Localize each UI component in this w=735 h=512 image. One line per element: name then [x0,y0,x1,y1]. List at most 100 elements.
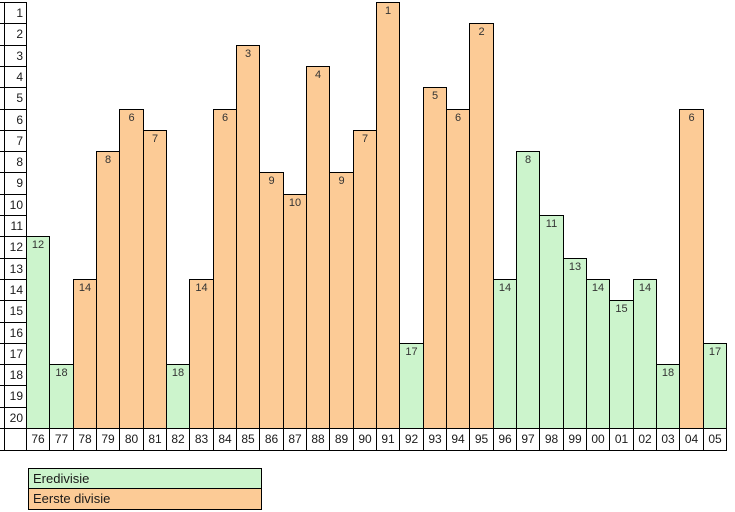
axis-tick [0,172,5,173]
bar-91: 1 [376,2,400,429]
y-axis-cell: 8 [4,151,27,173]
legend: Eredivisie Eerste divisie [28,468,262,510]
x-axis-label-cell: 05 [703,428,727,451]
y-axis-cell: 17 [4,343,27,365]
x-axis-label-cell: 93 [423,428,447,451]
x-axis-label-cell: 03 [656,428,680,451]
bar-90: 7 [353,130,377,429]
y-axis-cell: 16 [4,322,27,344]
axis-tick [0,300,5,301]
axis-tick [0,407,5,408]
x-axis-label-cell: 98 [539,428,564,451]
axis-tick [0,385,5,386]
x-axis-label-cell: 86 [259,428,284,451]
y-axis-cell: 4 [4,66,27,88]
bar-79: 8 [96,151,120,429]
axis-tick [0,194,5,195]
x-axis-label-cell: 84 [213,428,237,451]
bar-label: 18 [171,367,185,379]
x-axis-label-cell: 01 [609,428,634,451]
x-axis-label-cell: 92 [399,428,424,451]
bar-label: 6 [221,112,229,124]
bar-label: 18 [55,367,68,379]
y-axis-cell: 15 [4,300,27,323]
bar-96: 14 [493,279,517,429]
x-axis-label-cell: 94 [446,428,470,451]
axis-tick [0,450,5,451]
bar-label: 6 [688,112,695,124]
bar-99: 13 [563,258,587,429]
axis-tick [0,109,5,110]
bar-77: 18 [49,364,74,429]
axis-tick [0,2,5,3]
bar-label: 17 [708,346,722,358]
axis-tick [0,151,5,152]
bar-label: 14 [78,282,92,294]
bar-label: 13 [568,261,582,273]
y-axis-cell: 5 [4,87,27,110]
bar-88: 4 [306,66,330,429]
axis-tick [0,66,5,67]
bar-84: 6 [213,109,237,429]
x-axis-label-cell: 76 [26,428,50,451]
bar-98: 11 [539,215,564,429]
bar-label: 14 [591,282,605,294]
bar-05: 17 [703,343,727,429]
axis-tick [0,322,5,323]
bar-label: 15 [615,303,628,315]
x-axis-label-cell: 82 [166,428,190,451]
axis-tick [0,215,5,216]
bar-label: 14 [638,282,652,294]
bar-label: 6 [454,112,462,124]
bar-label: 9 [338,175,345,187]
bar-label: 4 [314,69,322,81]
bar-76: 12 [26,236,50,429]
y-axis-cell: 2 [4,23,27,46]
x-axis-label-cell: 04 [679,428,704,451]
bar-label: 17 [405,346,418,358]
bar-01: 15 [609,300,634,429]
x-axis-label-cell: 95 [469,428,494,451]
axis-tick [0,236,5,237]
axis-tick [0,364,5,365]
bar-label: 7 [361,133,369,145]
bar-93: 5 [423,87,447,429]
axis-corner-cell [4,428,27,451]
bar-97: 8 [516,151,540,429]
x-axis-label-cell: 97 [516,428,540,451]
axis-tick [0,258,5,259]
y-axis-cell: 3 [4,45,27,67]
bar-label: 14 [498,282,512,294]
y-axis-cell: 9 [4,172,27,195]
bar-label: 7 [151,133,159,145]
bar-95: 2 [469,23,494,429]
bar-85: 3 [236,45,260,429]
y-axis-cell: 19 [4,385,27,408]
bar-label: 18 [661,367,675,379]
y-axis-cell: 13 [4,258,27,280]
x-axis-label-cell: 85 [236,428,260,451]
bar-label: 5 [431,90,439,102]
bar-87: 10 [283,194,307,429]
bar-94: 6 [446,109,470,429]
bar-label: 14 [195,282,208,294]
bar-label: 8 [524,154,532,166]
x-axis-label-cell: 91 [376,428,400,451]
x-axis-label-cell: 96 [493,428,517,451]
bar-label: 10 [288,197,302,209]
x-axis-label-cell: 78 [73,428,97,451]
bar-89: 9 [329,172,354,429]
bar-04: 6 [679,109,704,429]
x-axis-label-cell: 90 [353,428,377,451]
bar-02: 14 [633,279,657,429]
league-position-bar-chart: 1 2 3 4 5 6 7 8 9 10 11 12 13 14 15 16 17 18 19 20 12 76 18 77 1… [0,2,727,451]
bar-label: 12 [31,239,45,251]
legend-item-eerste-divisie: Eerste divisie [29,489,261,509]
bar-03: 18 [656,364,680,429]
axis-tick [0,279,5,280]
x-axis-label-cell: 87 [283,428,307,451]
y-axis-cell: 12 [4,236,27,259]
x-axis-label-cell: 80 [119,428,144,451]
bar-78: 14 [73,279,97,429]
y-axis-cell: 14 [4,279,27,301]
